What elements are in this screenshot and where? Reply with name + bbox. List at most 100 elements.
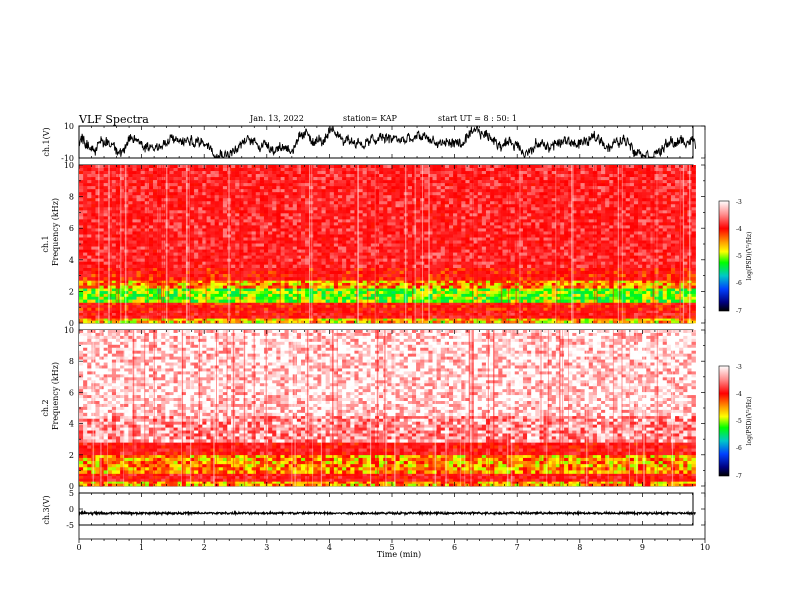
- spectrogram-cell: [470, 268, 474, 271]
- spectrogram-cell: [83, 192, 87, 195]
- spectrogram-cell: [128, 274, 132, 277]
- spectrogram-cell: [585, 310, 589, 313]
- spectrogram-cell: [194, 316, 198, 319]
- spectrogram-cell: [326, 198, 330, 201]
- spectrogram-cell: [100, 195, 104, 198]
- spectrogram-cell: [638, 305, 642, 308]
- spectrogram-cell: [322, 177, 326, 180]
- spectrogram-cell: [671, 294, 675, 297]
- spectrogram-cell: [379, 192, 383, 195]
- spectrogram-cell: [535, 180, 539, 183]
- spectrogram-cell: [379, 283, 383, 286]
- spectrogram-cell: [363, 294, 367, 297]
- spectrogram-cell: [659, 183, 663, 186]
- spectrogram-cell: [128, 302, 132, 305]
- spectrogram-cell: [470, 183, 474, 186]
- spectrogram-cell: [149, 183, 153, 186]
- spectrogram-cell: [626, 186, 630, 189]
- spectrogram-cell: [194, 201, 198, 204]
- spectrogram-cell: [256, 288, 260, 291]
- spectrogram-cell: [486, 174, 490, 177]
- spectrogram-cell: [601, 186, 605, 189]
- spectrogram-cell: [322, 165, 326, 168]
- spectrogram-cell: [322, 313, 326, 316]
- spectrogram-cell: [515, 183, 519, 186]
- spectrogram-cell: [552, 201, 556, 204]
- spectrogram-cell: [104, 288, 108, 291]
- spectrogram-cell: [486, 294, 490, 297]
- spectrogram-cell: [465, 318, 469, 321]
- spectrogram-cell: [465, 195, 469, 198]
- spectrogram-cell: [285, 274, 289, 277]
- spectrogram-cell: [317, 283, 321, 286]
- spectrogram-cell: [178, 313, 182, 316]
- spectrogram-cell: [383, 189, 387, 192]
- spectrogram-cell: [675, 297, 679, 300]
- spectrogram-cell: [552, 280, 556, 283]
- spectrogram-cell: [235, 291, 239, 294]
- spectrogram-cell: [272, 318, 276, 321]
- spectrogram-cell: [453, 198, 457, 201]
- spectrogram-cell: [252, 274, 256, 277]
- spectrogram-cell: [424, 297, 428, 300]
- spectrogram-cell: [400, 165, 404, 168]
- spectrogram-cell: [285, 177, 289, 180]
- spectrogram-cell: [231, 294, 235, 297]
- spectrogram-cell: [346, 280, 350, 283]
- spectrogram-cell: [100, 318, 104, 321]
- spectrogram-cell: [585, 318, 589, 321]
- spectrogram-cell: [272, 310, 276, 313]
- spectrogram-cell: [153, 300, 157, 303]
- spectrogram-cell: [87, 268, 91, 271]
- spectrogram-cell: [515, 297, 519, 300]
- spectrogram-cell: [350, 308, 354, 311]
- spectrogram-cell: [313, 288, 317, 291]
- spectrogram-cell: [667, 288, 671, 291]
- spectrogram-cell: [289, 174, 293, 177]
- spectrogram-cell: [272, 168, 276, 171]
- spectrogram-cell: [515, 271, 519, 274]
- spectrogram-cell: [671, 313, 675, 316]
- spectrogram-cell: [515, 268, 519, 271]
- spectrogram-cell: [605, 165, 609, 168]
- spectrogram-cell: [289, 316, 293, 319]
- spectrogram-cell: [630, 201, 634, 204]
- spectrogram-cell: [523, 192, 527, 195]
- spectrogram-cell: [289, 318, 293, 321]
- spectrogram-cell: [659, 174, 663, 177]
- spectrogram-cell: [589, 308, 593, 311]
- spectrogram-cell: [589, 313, 593, 316]
- spectrogram-cell: [371, 174, 375, 177]
- spectrogram-cell: [223, 271, 227, 274]
- spectrogram-cell: [576, 283, 580, 286]
- spectrogram-cell: [211, 316, 215, 319]
- spectrogram-cell: [165, 165, 169, 168]
- spectrogram-cell: [671, 189, 675, 192]
- spectrogram-cell: [461, 277, 465, 280]
- spectrogram-cell: [622, 288, 626, 291]
- spectrogram-cell: [206, 174, 210, 177]
- spectrogram-cell: [285, 168, 289, 171]
- spectrogram-cell: [128, 318, 132, 321]
- spectrogram-cell: [280, 171, 284, 174]
- spectrogram-cell: [100, 294, 104, 297]
- spectrogram-cell: [268, 310, 272, 313]
- spectrogram-cell: [128, 283, 132, 286]
- spectrogram-cell: [560, 318, 564, 321]
- spectrogram-cell: [560, 189, 564, 192]
- spectrogram-cell: [141, 288, 145, 291]
- spectrogram-cell: [141, 308, 145, 311]
- spectrogram-cell: [630, 171, 634, 174]
- spectrogram-cell: [194, 274, 198, 277]
- ch1-spectrogram-image: [79, 165, 696, 323]
- spectrogram-cell: [100, 277, 104, 280]
- spectrogram-cell: [272, 321, 276, 324]
- spectrogram-cell: [149, 280, 153, 283]
- spectrogram-cell: [379, 274, 383, 277]
- spectrogram-cell: [293, 277, 297, 280]
- spectrogram-cell: [642, 171, 646, 174]
- spectrogram-cell: [576, 186, 580, 189]
- spectrogram-cell: [313, 192, 317, 195]
- spectrogram-cell: [622, 318, 626, 321]
- spectrogram-cell: [424, 165, 428, 168]
